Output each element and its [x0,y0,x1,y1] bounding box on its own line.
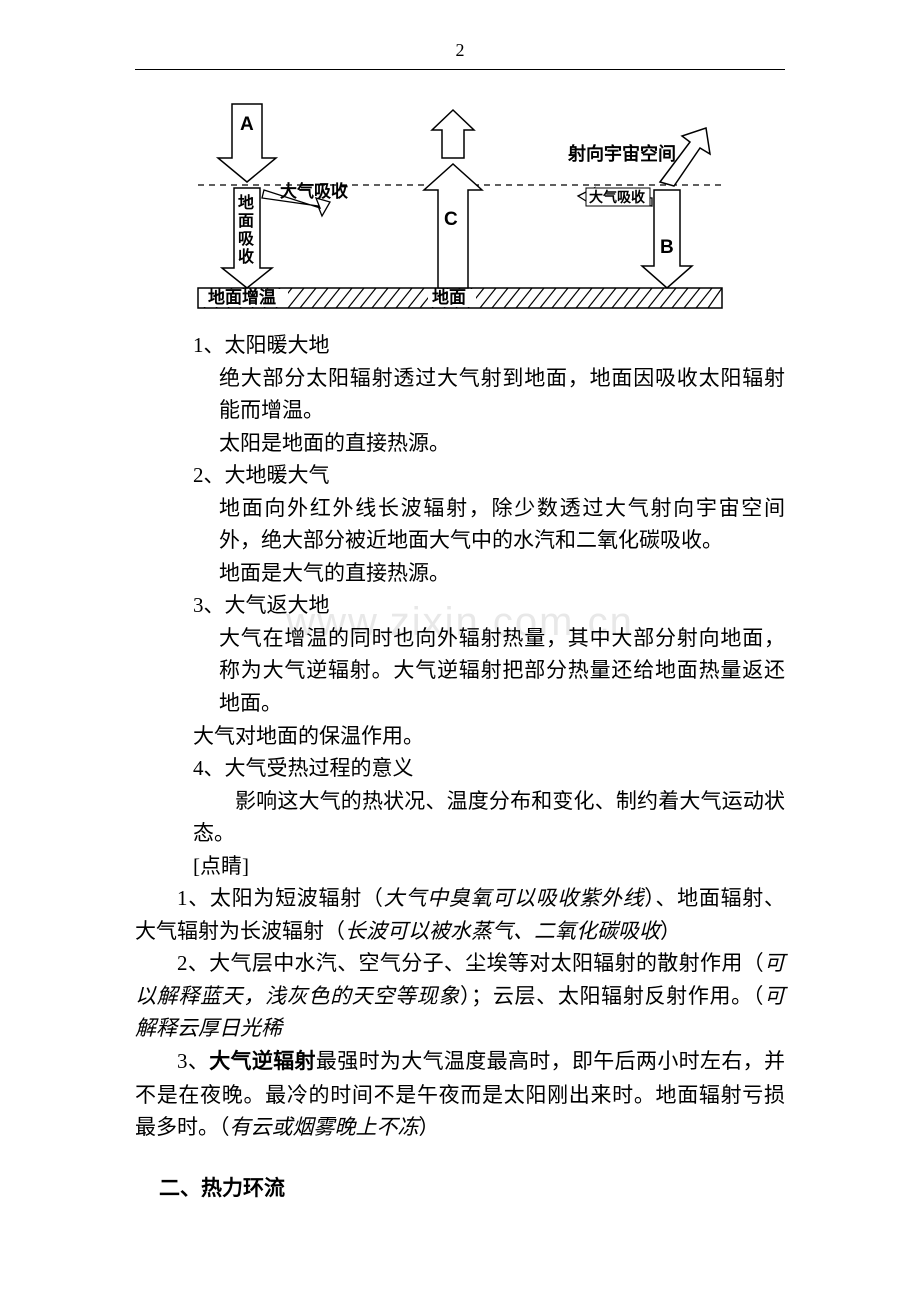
item-3-text-b: 大气对地面的保温作用。 [135,720,785,753]
label-ground: 地面 [432,287,466,307]
label-c: C [444,209,458,230]
item-4-text: 影响这大气的热状况、温度分布和变化、制约着大气运动状态。 [135,785,785,850]
tip-1-pre: 1、太阳为短波辐射（ [177,886,384,910]
tips-heading: [点睛] [135,850,785,883]
page-number: 2 [135,40,785,61]
svg-text:收: 收 [238,247,254,266]
arrow-ground-absorb: 地 面 吸 收 [222,188,272,288]
radiation-diagram: 地面增温 地面 A 地 面 吸 收 [190,90,730,315]
tip-1: 1、太阳为短波辐射（大气中臭氧可以吸收紫外线）、地面辐射、大气辐射为长波辐射（长… [135,882,785,947]
label-atm-absorb-left: 大气吸收 [280,181,348,201]
tip-3-italic: 有云或烟雾晚上不冻 [230,1115,419,1139]
tip-1-post: ） [660,919,681,943]
tip-1-italic-2: 长波可以被水蒸气、二氧化碳吸收 [345,919,660,943]
item-1-text-a: 绝大部分太阳辐射透过大气射到地面，地面因吸收太阳辐射能而增温。 [135,362,785,427]
label-to-space: 射向宇宙空间 [567,143,676,164]
item-3-text-a: 大气在增温的同时也向外辐射热量，其中大部分射向地面，称为大气逆辐射。大气逆辐射把… [135,622,785,720]
item-1-text-b: 太阳是地面的直接热源。 [135,427,785,460]
tip-3: 3、大气逆辐射最强时为大气温度最高时，即午后两小时左右，并不是在夜晚。最冷的时间… [135,1045,785,1144]
arrow-c-top [432,110,474,158]
svg-text:面: 面 [238,212,254,230]
label-ground-warm: 地面增温 [208,287,276,307]
tip-1-italic-1: 大气中臭氧可以吸收紫外线 [384,886,645,910]
tip-3-post: ） [419,1115,440,1139]
arrow-c: C [424,164,482,288]
item-3-title: 3、大气返大地 [135,589,785,622]
tip-2: 2、大气层中水汽、空气分子、尘埃等对太阳辐射的散射作用（可以解释蓝天，浅灰色的天… [135,947,785,1045]
header-rule [135,69,785,70]
label-a: A [240,114,254,135]
item-2-text-b: 地面是大气的直接热源。 [135,557,785,590]
label-atm-absorb-right: 大气吸收 [589,189,646,205]
arrow-a: A [218,104,276,182]
diagram-container: 地面增温 地面 A 地 面 吸 收 [135,90,785,315]
tip-2-pre: 2、大气层中水汽、空气分子、尘埃等对太阳辐射的散射作用（ [177,951,764,975]
ground-band: 地面增温 地面 [198,287,722,308]
tip-2-mid: ）；云层、太阳辐射反射作用。（ [460,984,764,1008]
heading-2: 二、热力环流 [135,1172,785,1202]
svg-text:地: 地 [238,193,254,212]
item-2-title: 2、大地暖大气 [135,459,785,492]
tip-3-bold: 大气逆辐射 [209,1050,316,1073]
item-2-text-a: 地面向外红外线长波辐射，除少数透过大气射向宇宙空间外，绝大部分被近地面大气中的水… [135,492,785,557]
svg-text:吸: 吸 [238,230,255,248]
label-b: B [660,237,674,258]
item-1-title: 1、太阳暖大地 [135,329,785,362]
item-4-title: 4、大气受热过程的意义 [135,752,785,785]
tip-3-pre: 3、 [177,1049,209,1073]
